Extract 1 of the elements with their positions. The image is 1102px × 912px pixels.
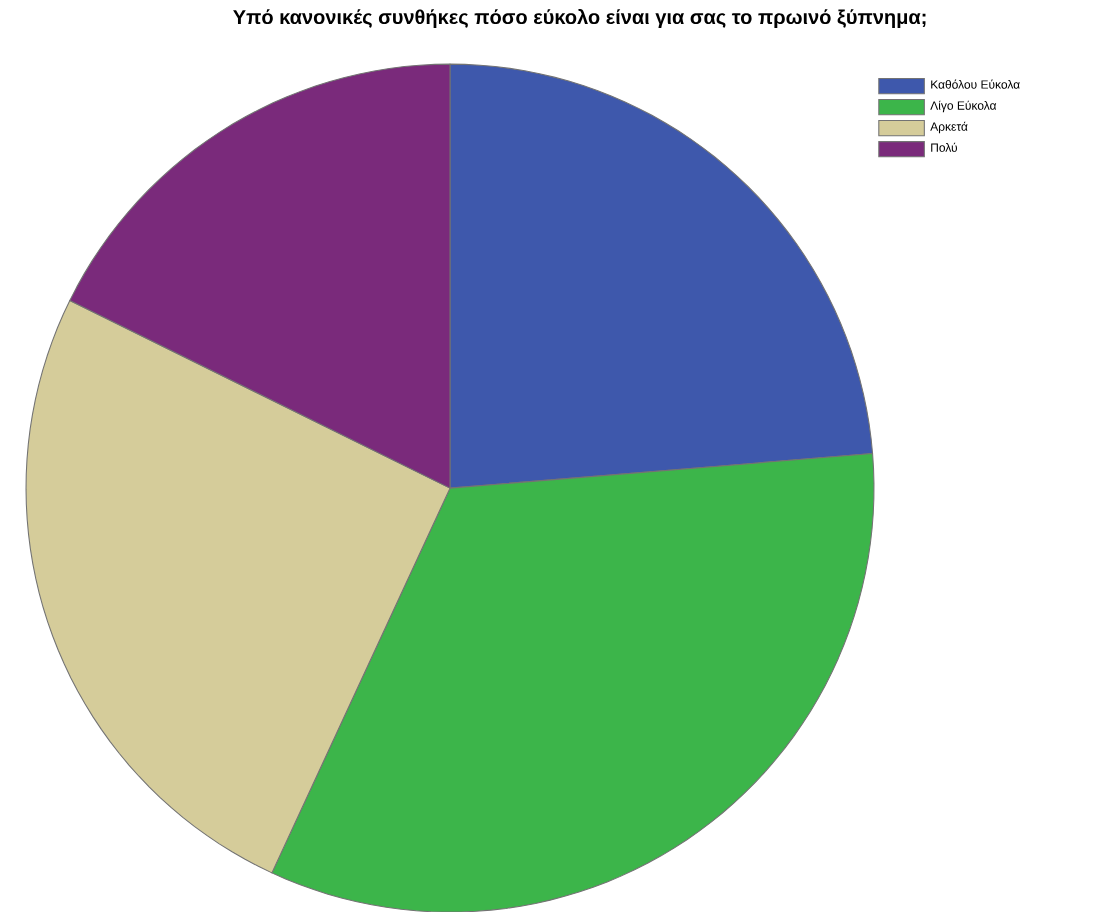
chart-title: Υπό κανονικές συνθήκες πόσο εύκολο είναι για σας το πρωινό ξύπνημα; xyxy=(233,8,926,28)
